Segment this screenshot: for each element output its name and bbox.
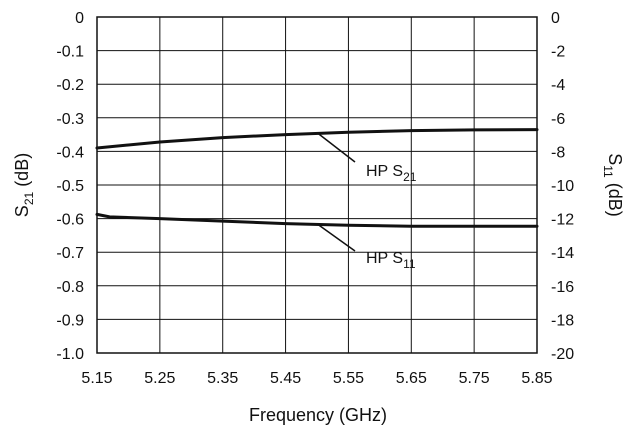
right-tick-label: -2 bbox=[551, 44, 565, 61]
annotation-leader-line bbox=[317, 132, 356, 163]
left-axis-ticks: 0 -0.1 -0.2 -0.3 -0.4 -0.5 -0.6 -0.7 -0.8 -0.9 -1.… bbox=[56, 10, 84, 363]
right-tick-label: -12 bbox=[551, 212, 574, 229]
series-annotation-label: HP S21 bbox=[366, 163, 417, 184]
x-tick-label: 5.65 bbox=[396, 370, 427, 387]
right-tick-label: -6 bbox=[551, 111, 565, 128]
right-axis-ticks: 0 -2 -4 -6 -8 -10 -12 -14 -16 -18 -20 bbox=[551, 10, 574, 363]
x-tick-label: 5.85 bbox=[521, 370, 552, 387]
x-tick-label: 5.75 bbox=[459, 370, 490, 387]
x-tick-label: 5.45 bbox=[270, 370, 301, 387]
x-axis-title: Frequency (GHz) bbox=[249, 405, 387, 425]
left-tick-label: -0.5 bbox=[56, 178, 84, 195]
right-axis-title: S11 (dB) bbox=[601, 153, 625, 217]
right-tick-label: -14 bbox=[551, 245, 574, 262]
left-tick-label: -0.2 bbox=[56, 77, 84, 94]
left-tick-label: -0.9 bbox=[56, 312, 84, 329]
left-tick-label: -0.3 bbox=[56, 111, 84, 128]
x-tick-label: 5.15 bbox=[81, 370, 112, 387]
x-axis-ticks: 5.15 5.25 5.35 5.45 5.55 5.65 5.75 5.85 bbox=[81, 370, 552, 387]
series-annotations: HP S21 HP S11 bbox=[317, 132, 417, 271]
series-line-s21 bbox=[95, 128, 539, 150]
right-tick-label: -18 bbox=[551, 312, 574, 329]
left-tick-label: 0 bbox=[75, 10, 84, 27]
left-axis-title: S21 (dB) bbox=[12, 153, 36, 217]
annotation-leader-line bbox=[317, 223, 356, 252]
right-tick-label: 0 bbox=[551, 10, 560, 27]
left-tick-label: -0.8 bbox=[56, 279, 84, 296]
left-tick-label: -0.4 bbox=[56, 144, 84, 161]
left-tick-label: -0.7 bbox=[56, 245, 84, 262]
grid-lines bbox=[96, 16, 538, 354]
series-lines bbox=[95, 128, 539, 228]
series-line-s11 bbox=[95, 212, 539, 228]
x-tick-label: 5.55 bbox=[333, 370, 364, 387]
series-annotation-label: HP S11 bbox=[366, 250, 416, 271]
x-tick-label: 5.35 bbox=[207, 370, 238, 387]
right-tick-label: -8 bbox=[551, 144, 565, 161]
right-tick-label: -20 bbox=[551, 346, 574, 363]
left-tick-label: -0.1 bbox=[56, 44, 84, 61]
right-tick-label: -4 bbox=[551, 77, 565, 94]
right-tick-label: -10 bbox=[551, 178, 574, 195]
left-tick-label: -0.6 bbox=[56, 212, 84, 229]
x-tick-label: 5.25 bbox=[144, 370, 175, 387]
left-tick-label: -1.0 bbox=[56, 346, 84, 363]
right-tick-label: -16 bbox=[551, 279, 574, 296]
plot-frame bbox=[96, 16, 538, 354]
